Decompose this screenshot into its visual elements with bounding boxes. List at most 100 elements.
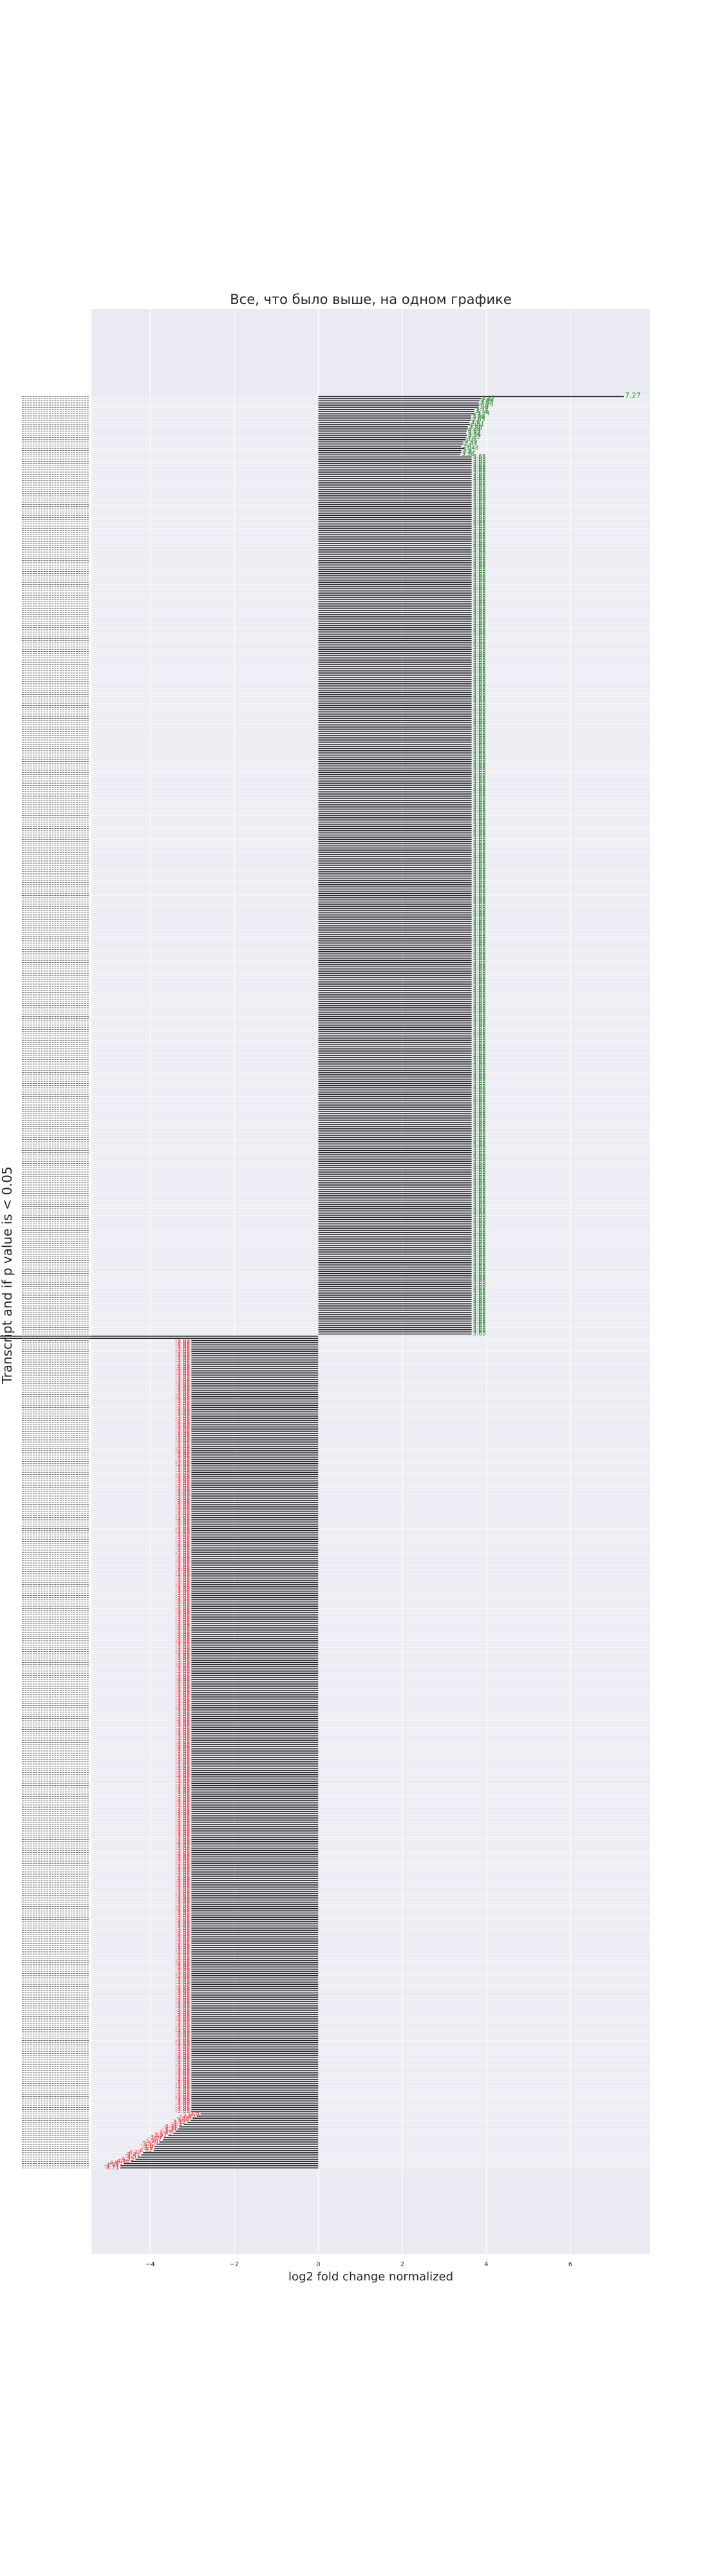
value-label-negative: -3.02 bbox=[175, 1976, 190, 1983]
value-label-positive: 3.65 bbox=[473, 616, 486, 622]
y-axis-label: Transcript and if p value is < 0.05 bbox=[0, 1166, 15, 1384]
value-label-positive: 3.65 bbox=[473, 730, 486, 737]
value-label-positive: 3.65 bbox=[473, 1244, 486, 1251]
value-label-positive: 3.65 bbox=[473, 1074, 486, 1080]
value-label-positive: 3.65 bbox=[473, 592, 486, 598]
value-label-negative: -3.02 bbox=[175, 1852, 190, 1858]
value-label-positive: 3.65 bbox=[473, 625, 486, 631]
value-label-negative: -3.02 bbox=[175, 1933, 190, 1940]
value-label-positive: 3.65 bbox=[473, 829, 486, 836]
value-label-negative: -3.02 bbox=[175, 1419, 190, 1426]
value-label-positive: 3.65 bbox=[473, 594, 486, 601]
value-label-negative: -3.02 bbox=[175, 1354, 190, 1361]
value-label-positive: 3.65 bbox=[473, 521, 486, 527]
value-label-negative: -3.02 bbox=[175, 1421, 190, 1428]
value-label-negative: -3.02 bbox=[175, 1627, 190, 1633]
value-label-positive: 3.65 bbox=[473, 834, 486, 840]
value-label-positive: 3.65 bbox=[473, 719, 486, 726]
value-label-negative: -3.02 bbox=[175, 1575, 190, 1582]
value-label-negative: -3.02 bbox=[175, 1629, 190, 1635]
value-label-negative: -3.2 bbox=[171, 2121, 183, 2128]
value-label-negative: -3.02 bbox=[175, 2052, 190, 2059]
value-label-negative: -3.02 bbox=[175, 1344, 190, 1350]
value-label-positive: 3.65 bbox=[473, 582, 486, 588]
value-label-positive: 3.65 bbox=[473, 1251, 486, 1257]
value-label-positive: 3.65 bbox=[473, 1301, 486, 1307]
value-label-negative: -3.02 bbox=[175, 1417, 190, 1424]
value-label-positive: 3.65 bbox=[473, 912, 486, 918]
value-label-positive: 3.65 bbox=[473, 659, 486, 665]
value-label-positive: 3.65 bbox=[473, 784, 486, 791]
value-label-negative: -3.02 bbox=[175, 1973, 190, 1979]
value-label-positive: 3.65 bbox=[473, 1108, 486, 1115]
value-label-positive: 3.65 bbox=[473, 856, 486, 862]
value-label-positive: 3.65 bbox=[473, 799, 486, 806]
value-label-positive: 3.65 bbox=[473, 737, 486, 743]
value-label-negative: -3.02 bbox=[175, 1478, 190, 1484]
value-label-positive: 3.65 bbox=[473, 650, 486, 657]
value-label-positive: 3.65 bbox=[473, 929, 486, 936]
value-label-positive: 3.65 bbox=[473, 1028, 486, 1035]
value-label-negative: -3.02 bbox=[175, 1638, 190, 1644]
value-label-negative: -3.02 bbox=[175, 1797, 190, 1804]
value-label-positive: 3.65 bbox=[473, 605, 486, 611]
value-label-positive: 3.65 bbox=[473, 1234, 486, 1240]
value-label-positive: 3.65 bbox=[473, 1037, 486, 1043]
value-label-positive: 3.65 bbox=[473, 806, 486, 812]
value-label-positive: 3.65 bbox=[473, 769, 486, 775]
value-label-positive: 3.65 bbox=[473, 1158, 486, 1164]
value-label-negative: -3.02 bbox=[175, 1780, 190, 1786]
value-label-positive: 3.65 bbox=[473, 571, 486, 577]
value-label-positive: 3.65 bbox=[473, 1260, 486, 1266]
value-label-negative: -3.02 bbox=[175, 2098, 190, 2104]
value-label-positive: 3.65 bbox=[473, 836, 486, 842]
value-label-positive: 3.65 bbox=[473, 1119, 486, 1126]
value-label-negative: -3.02 bbox=[175, 1508, 190, 1515]
value-label-positive: 3.48 bbox=[466, 445, 479, 451]
value-label-positive: 3.65 bbox=[473, 456, 486, 462]
value-label-positive: 3.65 bbox=[473, 1160, 486, 1167]
value-label-positive: 3.65 bbox=[473, 976, 486, 983]
value-label-negative: -3.02 bbox=[175, 1469, 190, 1475]
value-label-negative: -3.02 bbox=[175, 1672, 190, 1679]
x-tick-label: 0 bbox=[316, 2261, 320, 2268]
value-label-negative: -3.02 bbox=[175, 1880, 190, 1886]
value-label-negative: -3.02 bbox=[175, 1763, 190, 1769]
value-label-positive: 3.65 bbox=[473, 638, 486, 644]
x-tick-label: 2 bbox=[400, 2261, 404, 2268]
value-label-positive: 3.65 bbox=[473, 773, 486, 780]
value-label-negative: -3.02 bbox=[175, 1702, 190, 1709]
value-label-positive: 3.65 bbox=[473, 1134, 486, 1141]
value-label-negative: -3.02 bbox=[175, 1454, 190, 1461]
value-label-negative: -3.02 bbox=[175, 1553, 190, 1560]
value-label-positive: 3.65 bbox=[473, 1218, 486, 1225]
value-label-positive: 3.65 bbox=[473, 882, 486, 888]
value-label-positive: 3.65 bbox=[473, 611, 486, 618]
value-label-positive: 3.65 bbox=[473, 869, 486, 875]
value-label-positive: 3.65 bbox=[473, 644, 486, 650]
value-label-positive: 3.65 bbox=[473, 1007, 486, 1013]
value-label-negative: -3.02 bbox=[175, 1464, 190, 1471]
value-label-negative: -3.02 bbox=[175, 1540, 190, 1547]
value-label-negative: -3.02 bbox=[175, 1789, 190, 1795]
value-label-positive: 3.65 bbox=[473, 1104, 486, 1110]
value-label-positive: 3.65 bbox=[473, 840, 486, 847]
value-label-positive: 3.65 bbox=[473, 819, 486, 826]
value-label-positive: 3.65 bbox=[473, 687, 486, 694]
value-label-positive: 3.65 bbox=[473, 1294, 486, 1300]
value-label-negative: -3.02 bbox=[175, 1352, 190, 1359]
value-label-negative: -3.02 bbox=[175, 1687, 190, 1694]
value-label-negative: -3.02 bbox=[175, 1577, 190, 1584]
value-label-negative: -3.02 bbox=[175, 1705, 190, 1711]
value-label-positive: 3.38 bbox=[462, 451, 474, 458]
value-label-positive: 3.65 bbox=[473, 1225, 486, 1231]
value-label-negative: -3.02 bbox=[175, 1499, 190, 1506]
value-label-positive: 3.65 bbox=[473, 665, 486, 672]
value-label-negative: -3.02 bbox=[175, 1534, 190, 1540]
value-label-positive: 3.65 bbox=[473, 815, 486, 821]
value-label-negative: -3.02 bbox=[175, 2076, 190, 2083]
value-label-negative: -3.02 bbox=[175, 1830, 190, 1836]
value-label-negative: -3.02 bbox=[175, 1786, 190, 1793]
value-label-negative: -3.02 bbox=[175, 1646, 190, 1653]
